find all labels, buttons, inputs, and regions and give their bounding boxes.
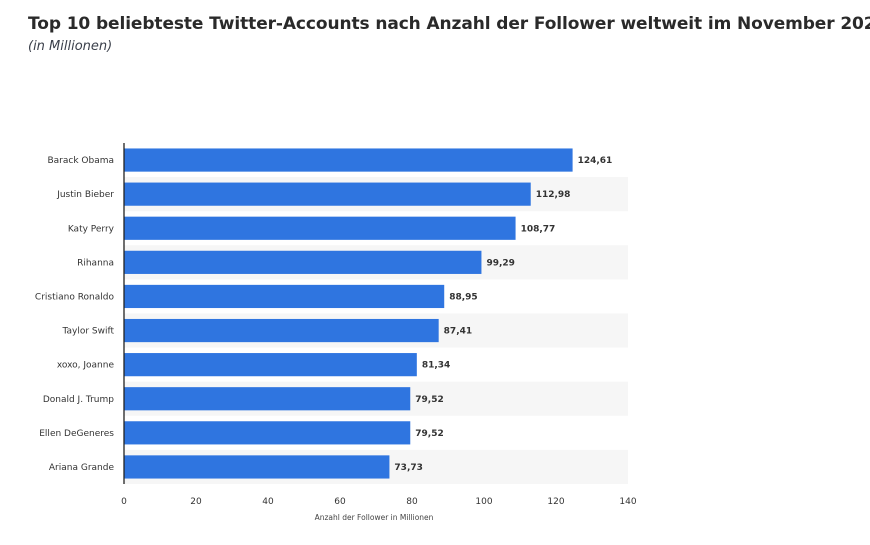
bar[interactable] [124, 148, 573, 172]
bar[interactable] [124, 421, 411, 445]
bar[interactable] [124, 182, 531, 206]
category-label: Donald J. Trump [43, 395, 114, 405]
bar[interactable] [124, 387, 411, 411]
value-label: 79,52 [415, 395, 443, 405]
value-label: 79,52 [415, 429, 443, 439]
bar-series [124, 148, 573, 479]
x-axis-title: Anzahl der Follower in Millionen [315, 513, 434, 522]
category-label: Katy Perry [68, 224, 115, 234]
category-label: Ariana Grande [49, 463, 115, 473]
value-label: 99,29 [486, 258, 514, 268]
value-label: 112,98 [536, 190, 571, 200]
value-label: 87,41 [444, 327, 472, 337]
chart-subtitle: (in Millionen) [28, 39, 113, 54]
bar[interactable] [124, 250, 482, 274]
value-label: 88,95 [449, 292, 477, 302]
value-label: 124,61 [578, 156, 613, 166]
x-tick-label: 0 [121, 497, 127, 507]
bar[interactable] [124, 455, 390, 479]
x-tick-label: 140 [619, 497, 636, 507]
category-labels: Barack Obama Justin Bieber Katy Perry Rihan… [35, 156, 115, 473]
x-tick-label: 60 [334, 497, 346, 507]
value-label: 81,34 [422, 361, 450, 371]
chart-title: Top 10 beliebteste Twitter-Accounts nach… [28, 14, 870, 34]
chart-header: Top 10 beliebteste Twitter-Accounts nach… [28, 14, 870, 54]
value-label: 73,73 [394, 463, 422, 473]
value-label: 108,77 [521, 224, 556, 234]
x-tick-label: 20 [190, 497, 202, 507]
x-tick-label: 120 [547, 497, 564, 507]
bar[interactable] [124, 353, 417, 377]
category-label: Rihanna [77, 258, 114, 268]
category-label: Justin Bieber [56, 190, 114, 200]
category-label: Barack Obama [47, 156, 114, 166]
x-axis-ticks: 0 20 40 60 80 100 120 140 [121, 497, 637, 507]
bar[interactable] [124, 216, 516, 240]
value-labels: 124,61 112,98 108,77 99,29 88,95 87,41 81,34 79… [394, 156, 612, 473]
category-label: Taylor Swift [61, 327, 114, 337]
category-label: Cristiano Ronaldo [35, 292, 115, 302]
x-tick-label: 100 [475, 497, 492, 507]
bar[interactable] [124, 318, 439, 343]
category-label: xoxo, Joanne [57, 361, 115, 371]
x-tick-label: 80 [406, 497, 418, 507]
x-tick-label: 40 [262, 497, 274, 507]
bar[interactable] [124, 284, 445, 309]
category-label: Ellen DeGeneres [39, 429, 114, 439]
